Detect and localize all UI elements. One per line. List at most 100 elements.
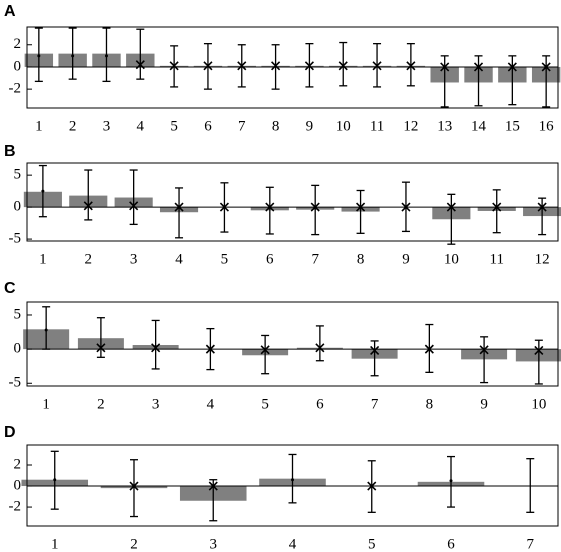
x-tick-label: 1 <box>51 536 59 552</box>
error-bar <box>151 319 160 370</box>
x-tick-label: 4 <box>289 536 297 552</box>
point-marker <box>401 202 411 212</box>
point-marker <box>304 61 314 71</box>
point-marker <box>44 328 48 332</box>
point-marker <box>370 345 380 356</box>
point-marker <box>367 481 377 491</box>
x-tick-label: 1 <box>39 251 47 267</box>
point-marker <box>534 345 544 356</box>
error-bar <box>261 334 270 375</box>
point-marker <box>338 61 348 71</box>
point-marker <box>174 202 184 212</box>
point-marker <box>291 478 294 482</box>
error-bar <box>474 55 483 107</box>
y-tick-label: -5 <box>9 231 22 247</box>
x-tick-label: 8 <box>426 396 434 412</box>
point-marker <box>541 62 551 72</box>
error-bar <box>526 458 535 513</box>
x-tick-label: 2 <box>69 118 77 134</box>
error-bar <box>339 41 348 87</box>
x-tick-label: 9 <box>306 118 314 134</box>
point-marker <box>356 202 366 212</box>
y-tick-label: 0 <box>14 477 22 493</box>
point-marker <box>104 54 108 58</box>
point-marker <box>260 345 270 355</box>
x-tick-label: 2 <box>130 536 138 552</box>
y-tick-label: 5 <box>14 167 22 183</box>
point-marker <box>151 343 161 353</box>
point-marker <box>479 345 489 355</box>
error-bar <box>538 197 547 236</box>
x-tick-label: 14 <box>471 118 487 134</box>
axes-box <box>26 301 559 387</box>
x-tick-label: 6 <box>447 536 455 552</box>
x-tick-label: 4 <box>137 118 145 134</box>
error-bar <box>542 55 551 108</box>
x-tick-label: 3 <box>130 251 138 267</box>
point-marker <box>169 61 179 71</box>
x-tick-label: 5 <box>368 536 376 552</box>
x-tick-label: 3 <box>152 396 160 412</box>
point-marker <box>203 61 213 71</box>
error-bar <box>508 55 517 106</box>
x-tick-label: 4 <box>175 251 183 267</box>
point-marker <box>310 202 320 212</box>
x-tick-label: 11 <box>490 251 504 267</box>
axes-box <box>26 26 559 109</box>
error-bar <box>356 189 365 234</box>
x-tick-label: 8 <box>272 118 280 134</box>
y-tick-label: 0 <box>14 341 22 357</box>
x-tick-label: 12 <box>403 118 418 134</box>
point-marker <box>129 201 139 211</box>
x-tick-label: 1 <box>42 396 50 412</box>
error-bar <box>68 27 77 80</box>
error-bar <box>84 169 93 221</box>
x-tick-label: 5 <box>221 251 229 267</box>
x-tick-label: 16 <box>539 118 555 134</box>
y-tick-label: 0 <box>14 58 22 74</box>
error-bar <box>129 459 138 518</box>
x-tick-label: 6 <box>266 251 274 267</box>
x-tick-label: 4 <box>207 396 215 412</box>
x-tick-label: 10 <box>444 251 459 267</box>
axes-box <box>26 444 559 527</box>
point-marker <box>440 62 450 72</box>
x-tick-label: 3 <box>103 118 111 134</box>
point-marker <box>315 343 325 353</box>
error-bar <box>440 55 449 108</box>
error-bar <box>492 189 501 234</box>
x-tick-label: 2 <box>85 251 93 267</box>
point-marker <box>372 61 382 71</box>
error-bar <box>129 169 138 226</box>
point-marker <box>219 202 229 212</box>
point-marker <box>265 202 275 212</box>
error-bar <box>480 336 489 384</box>
error-bar <box>370 340 379 377</box>
point-marker <box>135 60 145 70</box>
point-marker <box>537 202 547 212</box>
point-marker <box>237 61 247 71</box>
x-tick-label: 15 <box>505 118 520 134</box>
x-tick-label: 1 <box>35 118 43 134</box>
x-tick-label: 12 <box>535 251 550 267</box>
y-tick-label: -2 <box>9 499 22 515</box>
point-marker <box>37 54 41 58</box>
y-tick-label: 0 <box>14 199 22 215</box>
error-bar <box>175 187 184 239</box>
panel-label: B <box>4 143 16 160</box>
x-tick-label: 7 <box>527 536 535 552</box>
x-tick-label: 10 <box>531 396 546 412</box>
x-tick-label: 6 <box>204 118 212 134</box>
point-marker <box>41 189 45 193</box>
error-bar <box>315 325 324 362</box>
x-tick-label: 7 <box>311 251 319 267</box>
x-tick-label: 11 <box>370 118 384 134</box>
point-marker <box>406 61 416 71</box>
x-tick-label: 8 <box>357 251 365 267</box>
point-marker <box>473 62 484 72</box>
point-marker <box>71 54 75 58</box>
error-bar <box>136 28 145 80</box>
x-tick-label: 10 <box>336 118 351 134</box>
point-marker <box>53 478 57 482</box>
x-tick-label: 7 <box>238 118 246 134</box>
